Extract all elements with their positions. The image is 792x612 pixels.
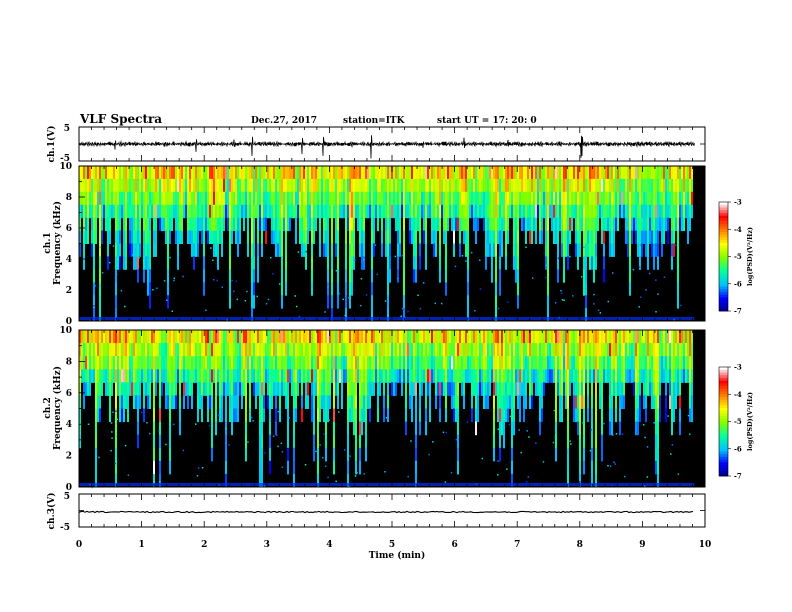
ch3-ytick-top: 5: [64, 492, 70, 502]
ytick-label: 2: [66, 452, 72, 462]
x-tick-label: 7: [514, 540, 520, 550]
x-axis-label: Time (min): [369, 550, 426, 561]
ytick-label: 6: [66, 224, 72, 234]
ytick-label: 0: [66, 483, 72, 493]
ch2-spectrogram-image: [79, 330, 695, 489]
ch1-colorbar: -3 -4 -5 -6 -7 log(PSD)(V²/Hz): [718, 198, 754, 316]
colorbar-label: log(PSD)(V²/Hz): [746, 392, 754, 451]
ch1-spectrogram-panel: 0 2 4 6 8 10 ch.1 Frequency (kHz): [43, 162, 706, 327]
x-tick-label: 9: [639, 540, 645, 550]
ch1-frequency-ylabel: Frequency (kHz): [52, 201, 63, 285]
ch1-waveform-line: [78, 135, 695, 159]
ytick-label: 4: [66, 420, 72, 430]
ytick-label: 8: [66, 357, 72, 367]
ch3-ytick-bottom: -5: [60, 523, 70, 533]
ch3-waveform-line: [78, 510, 694, 514]
colorbar-tick-label: -7: [734, 307, 742, 316]
x-tick-label: 2: [201, 540, 207, 550]
start-time-label: start UT = 17: 20: 0: [437, 116, 537, 126]
ch3-waveform-ylabel: ch.3(V): [46, 493, 57, 530]
colorbar-tick-label: -4: [734, 225, 742, 234]
colorbar-tick-label: -6: [734, 279, 742, 288]
x-tick-label: 3: [264, 540, 270, 550]
ch2-frequency-ylabel: Frequency (kHz): [52, 366, 63, 450]
colorbar-tick-label: -6: [734, 444, 742, 453]
x-tick-label: 8: [577, 540, 583, 550]
x-tick-label: 6: [451, 540, 457, 550]
colorbar-tick-label: -5: [734, 252, 742, 261]
ytick-label: 10: [59, 162, 72, 172]
x-tick-label: 1: [138, 540, 144, 550]
x-tick-label: 4: [326, 540, 332, 550]
x-tick-label: 10: [699, 540, 712, 550]
x-tick-label: 0: [76, 540, 82, 550]
ch2-colorbar: -3 -4 -5 -6 -7 log(PSD)(V²/Hz): [718, 363, 754, 481]
colorbar-tick-label: -3: [734, 363, 742, 372]
ytick-label: 6: [66, 389, 72, 399]
station-label: station=ITK: [343, 116, 406, 126]
ch1-ytick-top: 5: [64, 124, 70, 134]
ch1-waveform-ylabel: ch.1(V): [46, 126, 57, 163]
colorbar-tick-label: -7: [734, 472, 742, 481]
ch1-ytick-bottom: -5: [60, 154, 70, 164]
x-tick-label: 5: [389, 540, 395, 550]
ch3-waveform-panel: 5 -5 ch.3(V): [46, 492, 706, 533]
ch1-waveform-panel: 5 -5 ch.1(V): [46, 124, 706, 164]
ytick-label: 4: [66, 255, 72, 265]
colorbar-label: log(PSD)(V²/Hz): [746, 227, 754, 286]
ch2-spectrogram-panel: 0 2 4 6 8 10 ch.2 Frequency (kHz): [43, 326, 706, 493]
ytick-label: 8: [66, 193, 72, 203]
ch1-label: ch.1: [43, 232, 53, 253]
ytick-label: 10: [59, 326, 72, 336]
ch1-spectrogram-image: [79, 166, 695, 322]
ch2-label: ch.2: [43, 397, 53, 418]
ytick-label: 0: [66, 317, 72, 327]
ytick-label: 2: [66, 286, 72, 296]
date-label: Dec.27, 2017: [251, 116, 317, 126]
colorbar-tick-label: -5: [734, 417, 742, 426]
figure-title: VLF Spectra: [79, 112, 162, 126]
colorbar-tick-label: -4: [734, 390, 742, 399]
colorbar-tick-label: -3: [734, 198, 742, 207]
